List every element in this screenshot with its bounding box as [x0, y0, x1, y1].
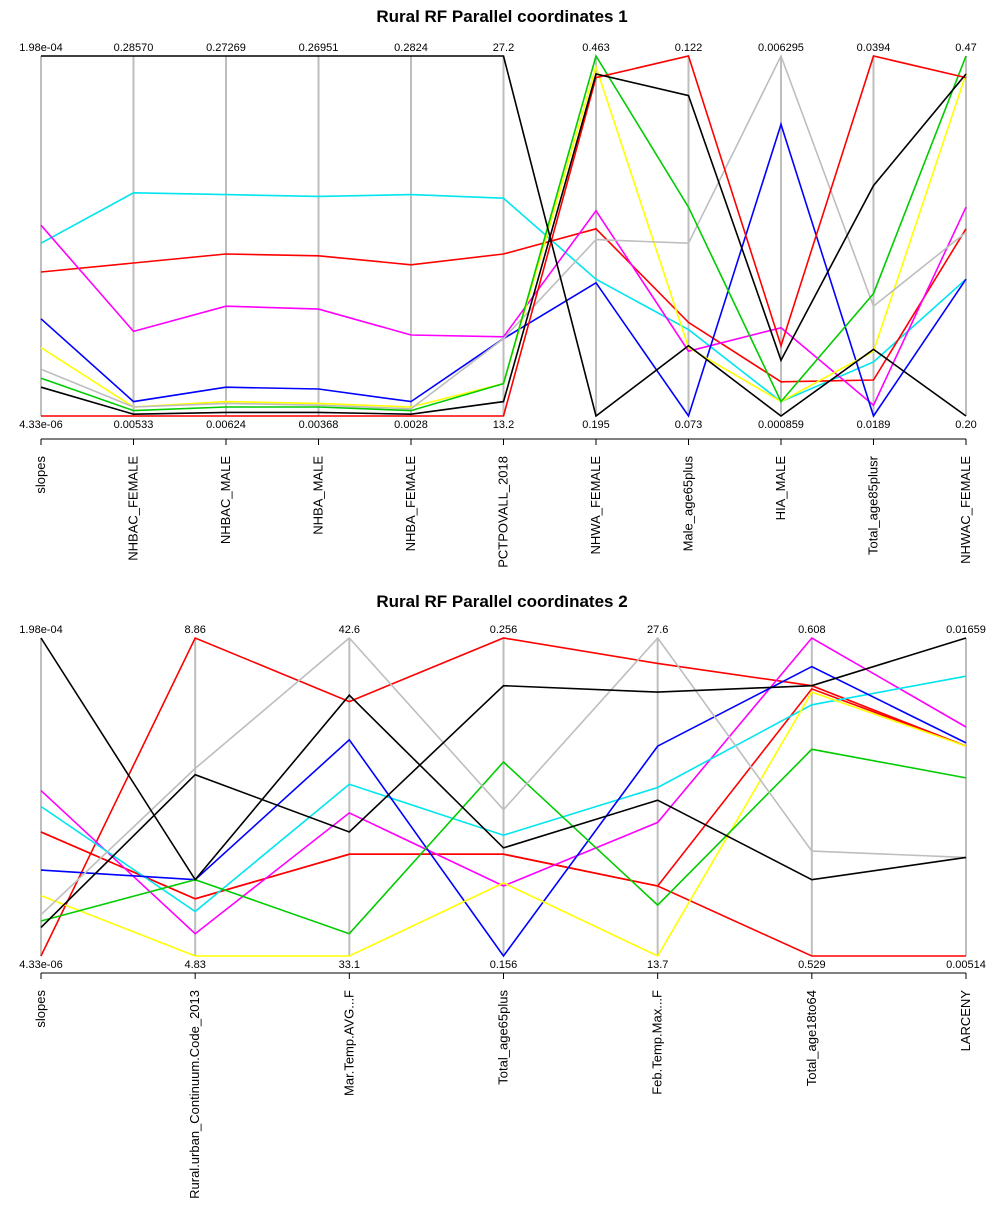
parallel-coordinates-figure: Rural RF Parallel coordinates 1 1.98e-04… — [0, 0, 1000, 1214]
axis-max-label: 0.006295 — [758, 42, 804, 54]
axis-min-label: 0.00368 — [299, 419, 339, 431]
axis-max-label: 27.6 — [647, 624, 668, 636]
axis-max-label: 42.6 — [339, 624, 360, 636]
axis-min-label: 0.156 — [490, 959, 518, 971]
axis-min-label: 0.00533 — [114, 419, 154, 431]
axis-max-label: 0.26951 — [299, 42, 339, 54]
axis-max-label: 8.86 — [184, 624, 205, 636]
axis-name-label: PCTPOVALL_2018 — [496, 456, 511, 568]
axis-name-label: NHWA_FEMALE — [588, 456, 603, 555]
axis-max-label: 0.608 — [798, 624, 826, 636]
axis-name-label: HIA_MALE — [773, 456, 788, 521]
axis-max-label: 1.98e-04 — [19, 42, 62, 54]
axis-name-label: Total_age18to64 — [804, 990, 819, 1086]
axis-min-label: 0.00624 — [206, 419, 246, 431]
axis-max-label: 0.463 — [582, 42, 610, 54]
axis-name-label: NHBA_MALE — [311, 456, 326, 535]
chart-title-1: Rural RF Parallel coordinates 1 — [376, 7, 627, 26]
axis-min-label: 0.00514 — [946, 959, 986, 971]
axis-name-label: Total_age65plus — [496, 990, 511, 1085]
axis-min-label: 0.20 — [955, 419, 976, 431]
axis-min-label: 13.7 — [647, 959, 668, 971]
axis-name-label: NHWAC_FEMALE — [958, 456, 973, 564]
axis-name-label: Mar.Temp.AVG...F — [341, 990, 356, 1096]
axis-min-label: 0.529 — [798, 959, 826, 971]
axis-max-label: 0.2824 — [394, 42, 428, 54]
axis-min-label: 0.0028 — [394, 419, 428, 431]
axis-name-label: Total_age85plusr — [866, 455, 881, 555]
axis-max-label: 0.27269 — [206, 42, 246, 54]
figure: Rural RF Parallel coordinates 1 1.98e-04… — [0, 0, 1000, 1214]
axis-max-label: 0.122 — [675, 42, 703, 54]
parallel-plot-1: Rural RF Parallel coordinates 1 1.98e-04… — [19, 7, 976, 568]
axis-min-label: 0.0189 — [857, 419, 891, 431]
axis-min-label: 13.2 — [493, 419, 514, 431]
axis-name-label: LARCENY — [958, 990, 973, 1052]
axis-name-label: Feb.Temp.Max...F — [650, 990, 665, 1095]
axis-min-label: 0.195 — [582, 419, 610, 431]
axis-max-label: 0.256 — [490, 624, 518, 636]
axis-name-label: Male_age65plus — [681, 456, 696, 552]
axis-name-label: NHBAC_FEMALE — [126, 456, 141, 561]
axis-name-label: NHBA_FEMALE — [403, 456, 418, 552]
axis-max-label: 0.0394 — [857, 42, 891, 54]
axis-min-label: 4.33e-06 — [19, 959, 62, 971]
axis-name-label: slopes — [33, 990, 48, 1028]
axis-min-label: 4.83 — [184, 959, 205, 971]
axis-max-label: 0.01659 — [946, 624, 986, 636]
axis-name-label: NHBAC_MALE — [218, 456, 233, 544]
axis-max-label: 0.47 — [955, 42, 976, 54]
axis-min-label: 0.000859 — [758, 419, 804, 431]
axis-name-label: Rural.urban_Continuum.Code_2013 — [187, 990, 202, 1199]
axis-max-label: 0.28570 — [114, 42, 154, 54]
chart-title-2: Rural RF Parallel coordinates 2 — [376, 592, 627, 611]
parallel-plot-2: Rural RF Parallel coordinates 2 1.98e-04… — [19, 592, 986, 1199]
axis-min-label: 0.073 — [675, 419, 703, 431]
axis-max-label: 1.98e-04 — [19, 624, 62, 636]
axis-name-label: slopes — [33, 456, 48, 494]
axis-min-label: 33.1 — [339, 959, 360, 971]
axis-max-label: 27.2 — [493, 42, 514, 54]
axis-min-label: 4.33e-06 — [19, 419, 62, 431]
